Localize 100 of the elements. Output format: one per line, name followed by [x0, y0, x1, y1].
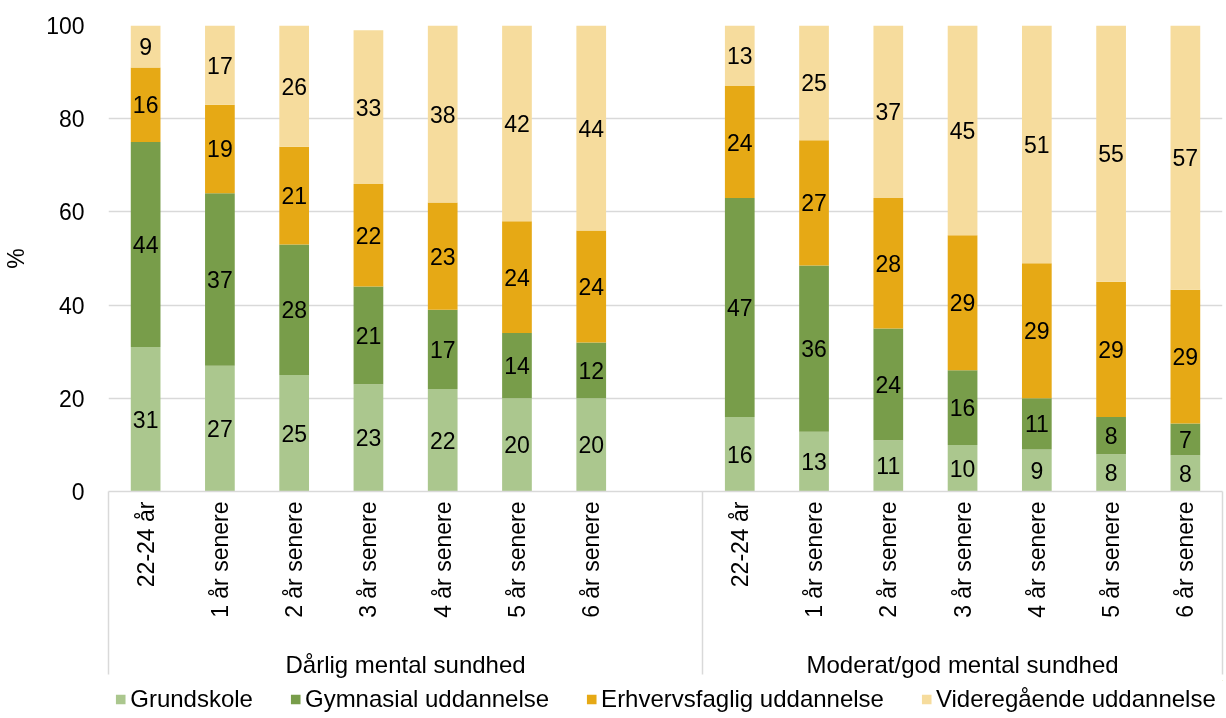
data-label: 8	[1104, 423, 1118, 450]
data-label: 19	[207, 136, 233, 163]
data-label: 11	[876, 453, 901, 480]
y-axis-title: %	[3, 248, 30, 269]
bar	[873, 328, 904, 441]
bar	[1021, 25, 1052, 264]
x-tick-label: 1 år senere	[801, 501, 828, 618]
bar	[427, 388, 458, 492]
bar	[502, 25, 532, 222]
bar	[502, 398, 532, 492]
data-label: 47	[726, 294, 753, 321]
bar	[1021, 398, 1052, 450]
y-tick-label: 40	[58, 292, 85, 319]
x-tick-label: 2 år senere	[281, 501, 308, 618]
x-tick-label: 3 år senere	[355, 501, 382, 618]
bar	[427, 25, 458, 203]
bar	[205, 365, 235, 492]
bar	[279, 375, 310, 492]
data-label: 45	[949, 117, 976, 144]
data-label: 9	[139, 33, 153, 60]
bar	[279, 244, 310, 375]
data-label: 14	[504, 353, 530, 380]
y-tick-label: 60	[58, 199, 85, 226]
bar	[576, 230, 607, 343]
bar	[353, 183, 384, 287]
data-label: 28	[281, 297, 307, 324]
data-label: 29	[1172, 344, 1199, 371]
data-label: 22	[429, 427, 456, 454]
x-tick-label: 4 år senere	[1023, 501, 1050, 618]
x-tick-label: 22-24 år	[132, 501, 159, 588]
data-label: 44	[578, 115, 605, 142]
data-label: 16	[949, 395, 976, 422]
bar	[353, 286, 384, 385]
x-tick-label: 4 år senere	[429, 501, 456, 618]
bar	[205, 104, 235, 194]
y-tick-label: 100	[46, 13, 85, 39]
data-label: 24	[726, 129, 753, 156]
data-label: 27	[801, 190, 827, 217]
data-label: 16	[132, 92, 159, 119]
data-label: 29	[1098, 336, 1124, 363]
data-label: 10	[949, 455, 976, 482]
data-label: 13	[726, 43, 753, 70]
bar	[1170, 289, 1201, 424]
data-label: 38	[429, 101, 456, 128]
x-tick-label: 5 år senere	[503, 501, 530, 618]
x-tick-label: 5 år senere	[1098, 501, 1125, 618]
bar	[873, 197, 904, 329]
bar	[576, 342, 607, 399]
data-label: 26	[281, 73, 307, 100]
data-label: 17	[429, 336, 456, 363]
data-label: 57	[1172, 145, 1199, 172]
bar	[724, 86, 755, 198]
bar	[279, 25, 310, 147]
data-label: 13	[801, 449, 827, 476]
data-label: 29	[1024, 318, 1050, 345]
data-label: 11	[1024, 411, 1049, 438]
data-label: 25	[801, 70, 827, 97]
bar	[130, 347, 161, 492]
y-tick-label: 0	[71, 479, 85, 505]
data-label: 17	[207, 52, 233, 79]
data-label: 44	[132, 232, 159, 259]
data-label: 29	[949, 290, 976, 317]
bar	[873, 440, 904, 492]
bar	[1021, 263, 1052, 399]
data-label: 24	[875, 371, 902, 398]
data-label: 8	[1178, 460, 1192, 487]
bar	[502, 333, 532, 399]
text: Moderat/god mental sundhed	[806, 650, 1119, 678]
bar	[799, 140, 829, 266]
data-label: 51	[1024, 131, 1050, 158]
data-label: 7	[1178, 426, 1192, 453]
data-label: 12	[578, 357, 605, 384]
x-tick-label: 22-24 år	[726, 501, 753, 588]
data-label: 21	[281, 183, 307, 210]
data-label: 21	[355, 322, 382, 349]
bar	[873, 25, 904, 198]
data-label: 37	[875, 99, 902, 126]
bar	[1096, 281, 1126, 417]
legend-label: Gymnasial uddannelse	[304, 685, 550, 713]
data-label: 37	[207, 266, 233, 293]
data-label: 16	[726, 441, 753, 468]
data-label: 31	[132, 406, 159, 433]
bar	[205, 193, 235, 366]
data-label: 28	[875, 250, 902, 277]
bar	[1096, 25, 1126, 282]
bar	[502, 221, 532, 334]
data-label: 25	[281, 420, 307, 447]
bar	[947, 25, 978, 236]
x-tick-label: 3 år senere	[949, 501, 976, 618]
x-tick-label: 6 år senere	[1172, 501, 1199, 618]
legend-label: Grundskole	[130, 685, 253, 713]
bar	[724, 197, 755, 417]
text: Dårlig mental sundhed	[285, 650, 526, 678]
data-label: 27	[207, 416, 233, 443]
y-tick-label: 80	[58, 106, 85, 133]
legend-label: Videregående uddannelse	[935, 685, 1216, 713]
data-label: 33	[355, 94, 382, 121]
data-label: 24	[504, 264, 530, 291]
bar	[427, 202, 458, 310]
data-label: 20	[578, 432, 605, 459]
